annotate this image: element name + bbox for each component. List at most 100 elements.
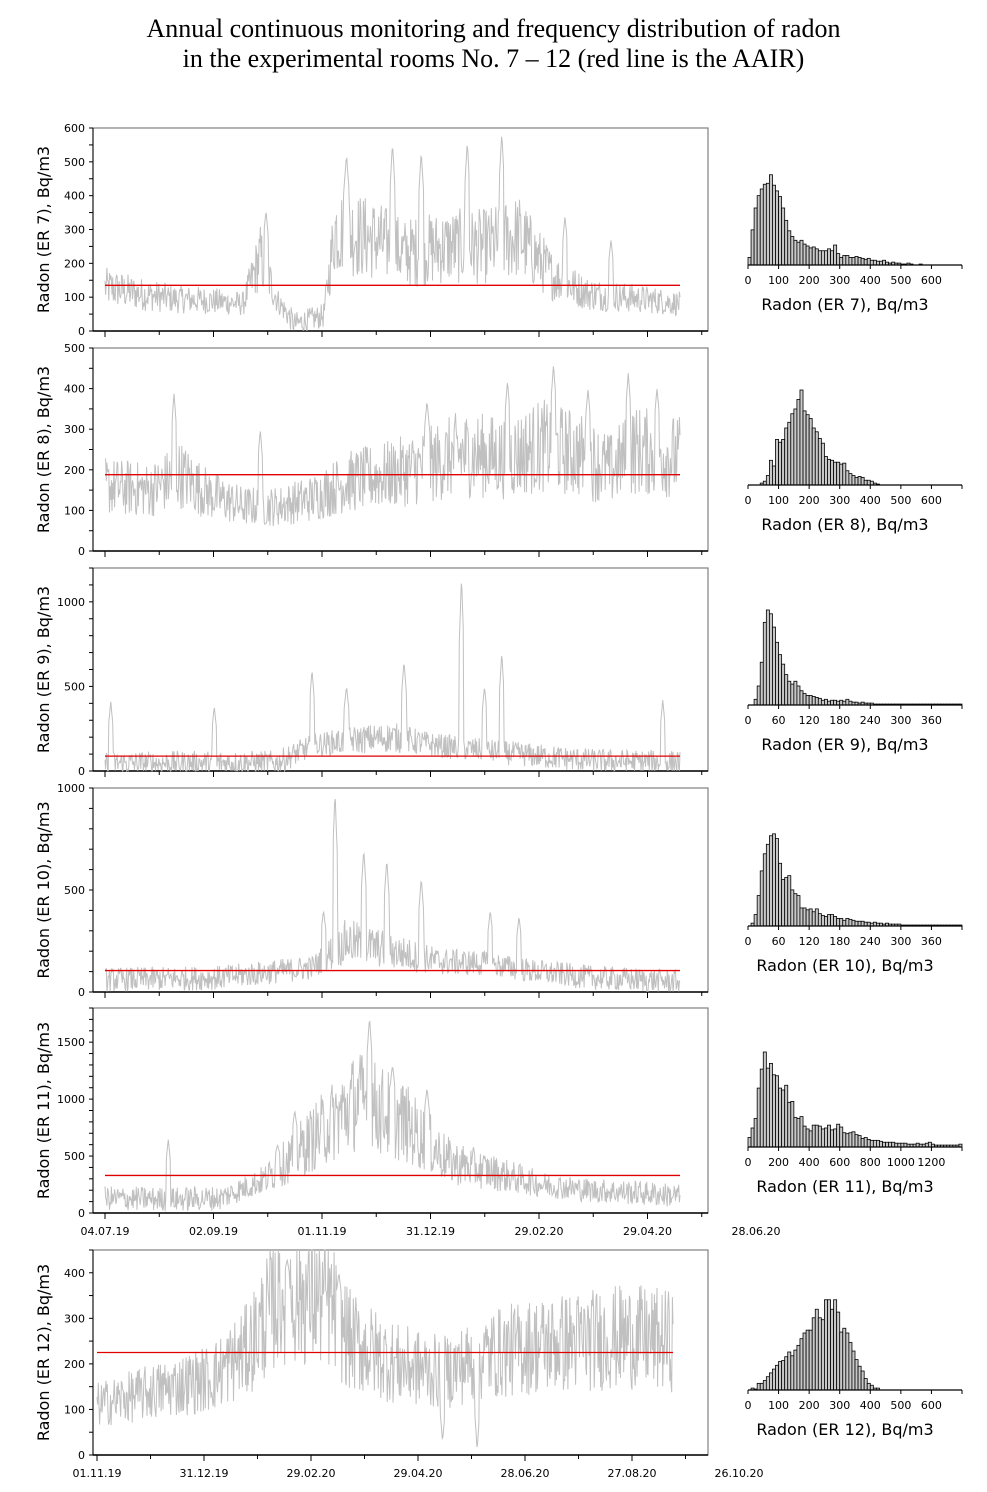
histogram-bar bbox=[814, 1124, 819, 1148]
histogram-bar bbox=[756, 1382, 761, 1391]
histogram-x-tick-label: 180 bbox=[829, 714, 850, 727]
x-tick-label: 26.10.20 bbox=[715, 1467, 764, 1480]
y-tick-label: 500 bbox=[64, 156, 85, 169]
y-tick-label: 1000 bbox=[57, 782, 85, 795]
histogram-bar bbox=[778, 654, 783, 706]
histogram-bar bbox=[772, 1074, 776, 1148]
histogram-x-axis-title: Radon (ER 11), Bq/m3 bbox=[756, 1177, 933, 1196]
histogram-bar bbox=[857, 920, 862, 927]
timeseries-chart-er8: 0 100 200 300 400 500 Radon (ER 8), Bq/m3 bbox=[34, 342, 709, 558]
histogram-bar bbox=[851, 1131, 856, 1148]
histogram-bar bbox=[833, 244, 838, 266]
histogram-bar bbox=[845, 1133, 850, 1148]
histogram-bar bbox=[769, 174, 773, 266]
histogram-bar bbox=[882, 259, 886, 266]
x-tick-label: 04.07.19 bbox=[81, 1225, 130, 1238]
histogram-bar bbox=[845, 698, 850, 706]
histogram-x-tick-label: 1000 bbox=[887, 1156, 915, 1169]
histogram-bar bbox=[888, 1141, 893, 1148]
histogram-bar bbox=[879, 1140, 883, 1148]
histogram-bar bbox=[830, 1129, 834, 1148]
histogram-bar bbox=[762, 853, 767, 927]
histogram-x-tick-label: 200 bbox=[799, 274, 820, 287]
histogram-bar bbox=[756, 685, 761, 706]
histogram-bar bbox=[839, 1126, 844, 1148]
histogram-bar bbox=[802, 1332, 807, 1391]
y-axis-title: Radon (ER 9), Bq/m3 bbox=[34, 586, 53, 753]
timeseries-chart-er12: 0 100 200 300 400 01.11.19 31.12.19 29.02.20 29.… bbox=[34, 1249, 764, 1480]
histogram-bar bbox=[772, 626, 776, 706]
histogram-x-tick-label: 300 bbox=[829, 274, 850, 287]
histogram-bar bbox=[775, 838, 779, 927]
timeseries-chart-er10: 0 500 1000 Radon (ER 10), Bq/m3 bbox=[34, 782, 709, 999]
y-tick-label: 300 bbox=[64, 423, 85, 436]
y-tick-label: 500 bbox=[64, 1150, 85, 1163]
histogram-bar bbox=[836, 253, 841, 266]
histogram-bar bbox=[805, 414, 810, 486]
histogram-bar bbox=[808, 1130, 813, 1148]
y-tick-label: 0 bbox=[78, 325, 85, 338]
histogram-bar bbox=[848, 256, 853, 266]
radon-series-line bbox=[104, 1020, 681, 1212]
histogram-bar bbox=[854, 476, 859, 486]
histogram-bar bbox=[927, 1141, 932, 1148]
histogram-bar bbox=[802, 693, 807, 706]
histogram-bar bbox=[814, 431, 819, 486]
histogram-bar bbox=[790, 1101, 795, 1148]
histogram-bar bbox=[790, 236, 795, 266]
histogram-bar bbox=[814, 248, 819, 266]
histogram-x-tick-label: 100 bbox=[768, 1399, 789, 1412]
histogram-bar bbox=[820, 250, 825, 266]
histogram-x-tick-label: 200 bbox=[768, 1156, 789, 1169]
y-tick-label: 0 bbox=[78, 986, 85, 999]
histogram-bar bbox=[814, 908, 819, 927]
histogram-bar bbox=[866, 1139, 871, 1148]
histogram-bar bbox=[869, 259, 874, 266]
histogram-bar bbox=[827, 914, 831, 927]
histogram-bar bbox=[756, 895, 761, 927]
y-tick-label: 100 bbox=[64, 291, 85, 304]
histogram-bar bbox=[793, 408, 798, 486]
histogram-bar bbox=[891, 1141, 896, 1148]
y-tick-label: 400 bbox=[64, 190, 85, 203]
histogram-bar bbox=[796, 1344, 801, 1391]
histogram-bar bbox=[876, 1139, 880, 1148]
histogram-bar bbox=[817, 438, 822, 486]
radon-series-line bbox=[104, 799, 681, 993]
histogram-bar bbox=[830, 914, 834, 927]
histogram-bar bbox=[772, 833, 776, 927]
figure-title-line-1: Annual continuous monitoring and frequen… bbox=[146, 14, 841, 43]
histogram-er7: 0 100 200 300 400 500 600 Radon (ER 7), Bq/m3 bbox=[745, 174, 963, 314]
histogram-bar bbox=[860, 476, 865, 486]
histogram-bar bbox=[796, 1118, 801, 1148]
histogram-x-axis-title: Radon (ER 9), Bq/m3 bbox=[761, 735, 928, 754]
histogram-bar bbox=[833, 461, 838, 486]
histogram-x-axis-title: Radon (ER 12), Bq/m3 bbox=[756, 1420, 933, 1439]
histogram-bar bbox=[827, 458, 831, 486]
histogram-bar bbox=[839, 1331, 844, 1391]
histogram-x-tick-label: 1200 bbox=[917, 1156, 945, 1169]
histogram-x-axis-title: Radon (ER 8), Bq/m3 bbox=[761, 515, 928, 534]
histogram-bar bbox=[781, 879, 786, 927]
y-tick-label: 500 bbox=[64, 680, 85, 693]
histogram-bar bbox=[808, 247, 813, 266]
histogram-bar bbox=[802, 1125, 807, 1148]
histogram-bar bbox=[811, 696, 816, 706]
histogram-x-tick-label: 300 bbox=[890, 935, 911, 948]
histogram-bar bbox=[824, 456, 828, 486]
histogram-bar bbox=[839, 463, 844, 486]
histogram-bar bbox=[781, 663, 786, 706]
figure-title: Annual continuous monitoring and frequen… bbox=[0, 14, 987, 74]
histogram-bar bbox=[778, 1361, 783, 1391]
histogram-bar bbox=[759, 661, 764, 706]
x-tick-label: 29.02.20 bbox=[515, 1225, 564, 1238]
x-tick-label: 31.12.19 bbox=[180, 1467, 229, 1480]
histogram-bar bbox=[769, 835, 773, 927]
histogram-bar bbox=[869, 1384, 874, 1391]
y-tick-label: 1500 bbox=[57, 1036, 85, 1049]
histogram-bar bbox=[808, 1329, 813, 1391]
histogram-bar bbox=[765, 1376, 770, 1391]
histogram-bar bbox=[830, 699, 834, 706]
y-tick-label: 0 bbox=[78, 765, 85, 778]
histogram-bar bbox=[762, 621, 767, 706]
